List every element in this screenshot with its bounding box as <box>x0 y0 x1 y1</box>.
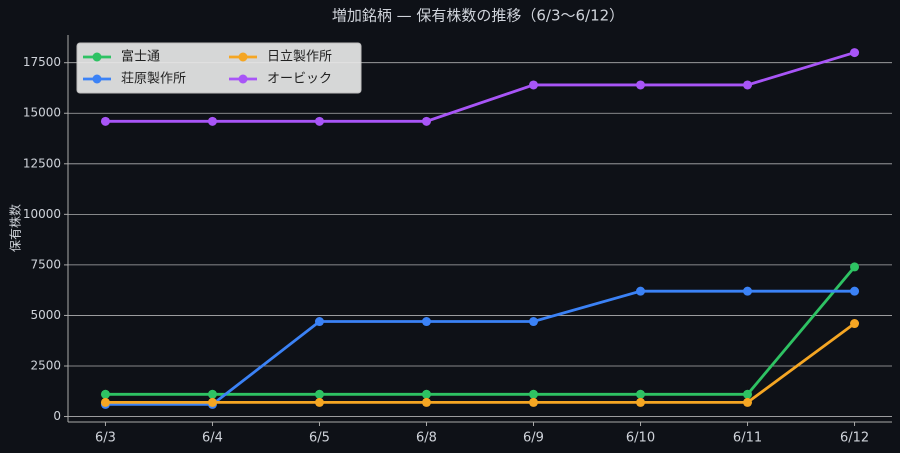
point <box>100 389 110 399</box>
y-axis-label: 保有株数 <box>8 204 23 252</box>
series-line <box>105 322 856 404</box>
point <box>207 116 217 126</box>
point <box>314 317 324 327</box>
legend-label: 日立製作所 <box>267 50 332 65</box>
point <box>314 116 324 126</box>
legend-marker <box>92 52 102 62</box>
chart-title: 増加銘柄 — 保有株数の推移（6/3〜6/12） <box>332 7 624 25</box>
legend-marker <box>238 52 248 62</box>
x-tick-label: 6/12 <box>840 431 869 446</box>
point <box>850 286 860 296</box>
y-tick-label: 17500 <box>23 55 61 69</box>
legend-label: 荘原製作所 <box>121 72 186 87</box>
series-line <box>105 51 855 123</box>
legend-box <box>76 42 362 94</box>
point <box>314 397 324 407</box>
x-tick-label: 6/10 <box>626 431 655 446</box>
legend-label: 富士通 <box>121 49 160 65</box>
point <box>100 116 110 126</box>
series-line <box>105 266 856 396</box>
point <box>207 397 217 407</box>
point <box>207 389 217 399</box>
x-tick-label: 6/4 <box>202 431 223 446</box>
legend-marker <box>238 74 248 84</box>
y-tick-label: 12500 <box>23 156 61 170</box>
point <box>743 286 753 296</box>
point <box>850 262 860 272</box>
y-tick-label: 5000 <box>30 308 61 322</box>
point <box>743 397 753 407</box>
y-tick-label: 0 <box>53 409 61 423</box>
plot <box>100 48 860 409</box>
x-tick-label: 6/9 <box>523 431 544 446</box>
point <box>529 317 539 327</box>
point <box>850 48 860 58</box>
point <box>636 80 646 90</box>
point <box>529 389 539 399</box>
y-tick-label: 7500 <box>30 257 61 271</box>
point <box>314 389 324 399</box>
point <box>421 317 431 327</box>
x-tick-label: 6/8 <box>416 431 437 446</box>
point <box>850 319 860 329</box>
x-tick-label: 6/11 <box>733 431 762 446</box>
x-tick-label: 6/3 <box>95 431 116 446</box>
point <box>636 389 646 399</box>
point <box>636 397 646 407</box>
point <box>529 397 539 407</box>
point <box>743 389 753 399</box>
point <box>100 397 110 407</box>
y-tick-label: 2500 <box>30 358 61 372</box>
point <box>743 80 753 90</box>
point <box>529 80 539 90</box>
series-line <box>105 289 855 406</box>
point <box>421 397 431 407</box>
legend-marker <box>92 74 102 84</box>
y-tick-label: 15000 <box>23 106 61 120</box>
point <box>636 286 646 296</box>
legend-label: オービック <box>267 72 332 87</box>
point <box>421 389 431 399</box>
x-tick-label: 6/5 <box>309 431 330 446</box>
y-tick-label: 10000 <box>23 207 61 221</box>
grid: 0 2500 5000 7500 10000 12500 15000 17500 6/3 6/4 6… <box>23 55 892 446</box>
point <box>421 116 431 126</box>
